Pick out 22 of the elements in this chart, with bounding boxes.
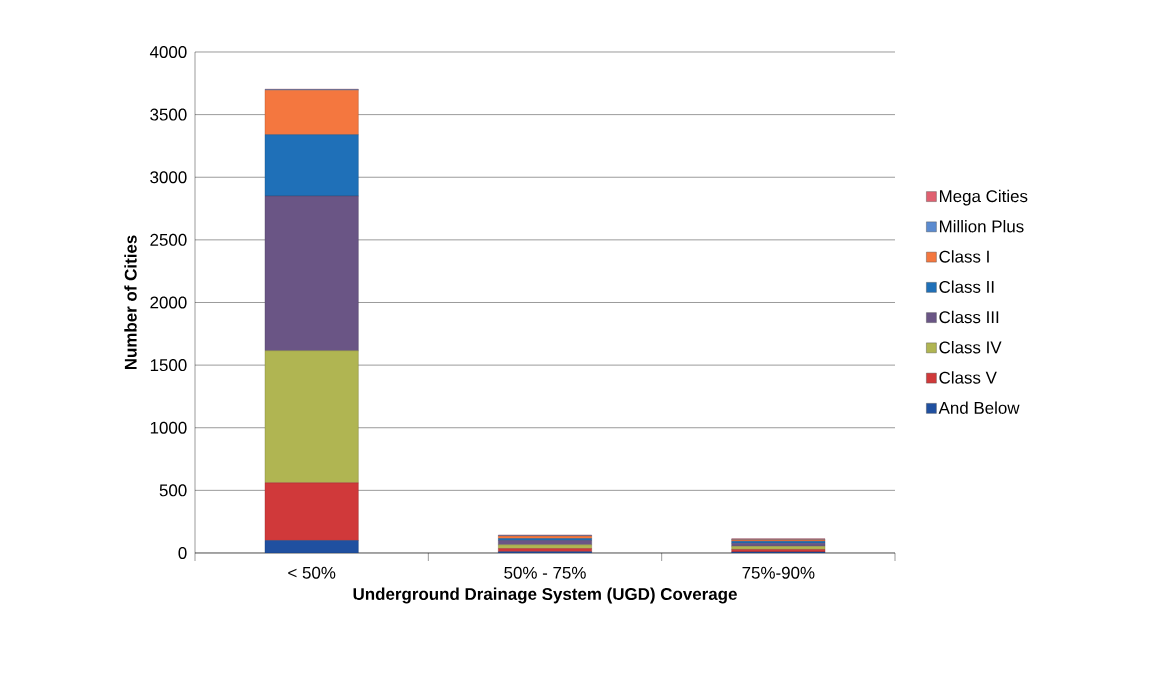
y-tick-label: 4000 — [149, 45, 187, 58]
legend-label: Class I — [939, 250, 989, 263]
legend-label: Class II — [939, 280, 994, 293]
legend-label: Class IV — [939, 340, 1002, 354]
legend-label: Million Plus — [939, 219, 1024, 233]
x-tick-label: 50% - 75% — [504, 566, 586, 579]
y-tick-label: 2500 — [150, 233, 187, 246]
y-tick-label: 3000 — [150, 171, 187, 184]
x-axis-title: Underground Drainage System (UGD) Coverage — [353, 587, 737, 604]
y-tick-label: 2000 — [150, 296, 187, 309]
legend-label: Mega Cities — [939, 189, 1028, 206]
x-tick-label: < 50% — [288, 566, 336, 579]
legend-label: Class V — [939, 371, 997, 384]
y-tick-label: 1000 — [150, 421, 187, 434]
y-tick-label: 500 — [159, 484, 187, 497]
y-tick-label: 0 — [178, 546, 187, 559]
legend-label: Class III — [939, 310, 999, 324]
y-tick-label: 1500 — [150, 359, 187, 372]
y-axis-title: Number of Cities — [124, 235, 137, 370]
legend-label: And Below — [938, 401, 1020, 414]
y-tick-label: 3500 — [150, 108, 187, 121]
x-tick-label: 75%-90% — [742, 566, 815, 579]
